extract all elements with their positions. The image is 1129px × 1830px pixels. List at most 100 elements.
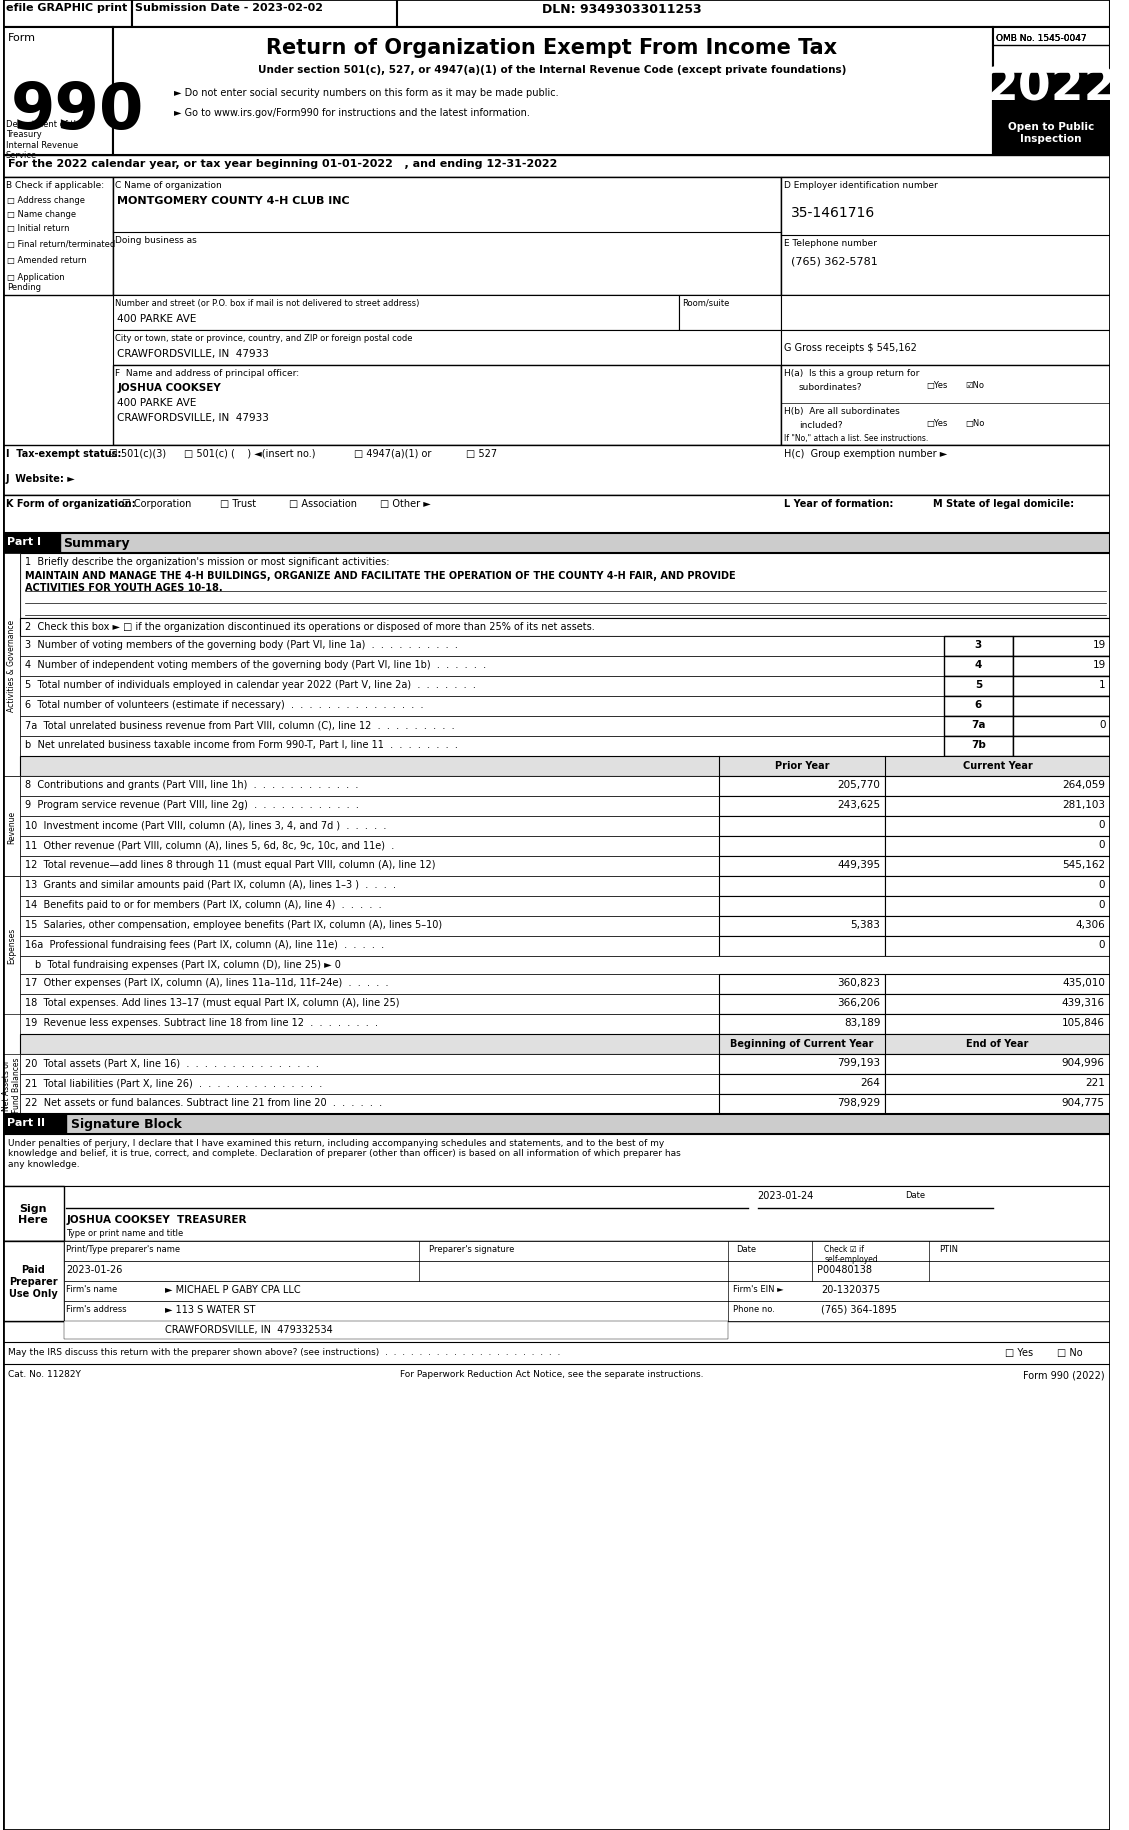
Text: OMB No. 1545-0047: OMB No. 1545-0047: [996, 35, 1086, 42]
Bar: [20, 856, 718, 877]
Text: G Gross receipts $ 545,162: G Gross receipts $ 545,162: [785, 342, 917, 353]
Bar: [63, 1301, 1110, 1321]
Bar: [718, 897, 885, 917]
Bar: [132, 0, 397, 27]
Text: 5: 5: [974, 679, 982, 690]
Text: 11  Other revenue (Part VIII, column (A), lines 5, 6d, 8c, 9c, 10c, and 11e)  .: 11 Other revenue (Part VIII, column (A),…: [25, 840, 394, 849]
Text: 0: 0: [1099, 939, 1105, 950]
Text: Prior Year: Prior Year: [774, 761, 829, 770]
Bar: [885, 1074, 1110, 1094]
Text: efile GRAPHIC print: efile GRAPHIC print: [6, 4, 126, 13]
Text: 2  Check this box ► □ if the organization discontinued its operations or dispose: 2 Check this box ► □ if the organization…: [25, 622, 595, 631]
Bar: [20, 637, 944, 657]
Text: Submission Date - 2023-02-02: Submission Date - 2023-02-02: [135, 4, 323, 13]
Text: Activities & Governance: Activities & Governance: [7, 619, 16, 712]
Text: MONTGOMERY COUNTY 4-H CLUB INC: MONTGOMERY COUNTY 4-H CLUB INC: [117, 196, 350, 207]
Text: 4  Number of independent voting members of the governing body (Part VI, line 1b): 4 Number of independent voting members o…: [25, 659, 487, 670]
Text: □Yes: □Yes: [927, 381, 947, 390]
Text: Revenue: Revenue: [7, 811, 16, 844]
Bar: [20, 897, 718, 917]
Text: 5,383: 5,383: [850, 919, 881, 930]
Text: (765) 364-1895: (765) 364-1895: [822, 1305, 898, 1314]
Text: 4: 4: [974, 659, 982, 670]
Bar: [718, 816, 885, 836]
Bar: [718, 1054, 885, 1074]
Bar: [113, 296, 680, 331]
Text: Firm's EIN ►: Firm's EIN ►: [733, 1285, 784, 1294]
Bar: [2, 0, 132, 27]
Text: □ 527: □ 527: [465, 448, 497, 459]
Text: 799,193: 799,193: [838, 1058, 881, 1067]
Text: 221: 221: [1085, 1078, 1105, 1087]
Text: Check ☑ if
self-employed: Check ☑ if self-employed: [824, 1244, 878, 1265]
Text: Summary: Summary: [63, 536, 130, 549]
Text: JOSHUA COOKSEY: JOSHUA COOKSEY: [117, 382, 221, 393]
Text: F  Name and address of principal officer:: F Name and address of principal officer:: [115, 370, 299, 377]
Text: J  Website: ►: J Website: ►: [6, 474, 76, 483]
Text: 439,316: 439,316: [1061, 997, 1105, 1008]
Bar: [885, 1054, 1110, 1074]
Bar: [2, 554, 20, 776]
Text: 83,189: 83,189: [843, 1017, 881, 1027]
Bar: [885, 937, 1110, 957]
Bar: [885, 796, 1110, 816]
Text: Sign
Here: Sign Here: [18, 1202, 49, 1224]
Bar: [20, 697, 944, 717]
Bar: [20, 756, 1110, 776]
Bar: [1013, 637, 1110, 657]
Text: P00480138: P00480138: [816, 1265, 872, 1274]
Text: Firm's address: Firm's address: [67, 1305, 128, 1314]
Text: Expenses: Expenses: [7, 928, 16, 964]
Bar: [20, 994, 718, 1014]
Text: Under section 501(c), 527, or 4947(a)(1) of the Internal Revenue Code (except pr: Under section 501(c), 527, or 4947(a)(1)…: [257, 64, 846, 75]
Text: □ No: □ No: [1057, 1347, 1083, 1358]
Text: C Name of organization: C Name of organization: [115, 181, 222, 190]
Bar: [20, 1034, 1110, 1054]
Text: 16a  Professional fundraising fees (Part IX, column (A), line 11e)  .  .  .  .  : 16a Professional fundraising fees (Part …: [25, 939, 384, 950]
Bar: [2, 534, 60, 554]
Text: □ 501(c) (    ) ◄(insert no.): □ 501(c) ( ) ◄(insert no.): [184, 448, 316, 459]
Text: Department of the
Treasury
Internal Revenue
Service: Department of the Treasury Internal Reve…: [6, 121, 84, 159]
Text: Doing business as: Doing business as: [115, 236, 198, 245]
Bar: [718, 937, 885, 957]
Text: H(c)  Group exemption number ►: H(c) Group exemption number ►: [785, 448, 947, 459]
Bar: [20, 1074, 718, 1094]
Text: Form 990 (2022): Form 990 (2022): [1023, 1369, 1105, 1380]
Bar: [885, 856, 1110, 877]
Text: Part I: Part I: [7, 536, 41, 547]
Text: 8  Contributions and grants (Part VIII, line 1h)  .  .  .  .  .  .  .  .  .  .  : 8 Contributions and grants (Part VIII, l…: [25, 780, 359, 789]
Bar: [718, 877, 885, 897]
Text: Cat. No. 11282Y: Cat. No. 11282Y: [8, 1369, 80, 1378]
Text: □ Association: □ Association: [289, 500, 357, 509]
Bar: [2, 877, 20, 1014]
Text: □ Application
Pending: □ Application Pending: [7, 273, 64, 293]
Text: 0: 0: [1099, 900, 1105, 910]
Text: 2022: 2022: [986, 66, 1117, 110]
Bar: [944, 717, 1013, 737]
Text: 13  Grants and similar amounts paid (Part IX, column (A), lines 1–3 )  .  .  .  : 13 Grants and similar amounts paid (Part…: [25, 880, 396, 889]
Bar: [20, 917, 718, 937]
Bar: [20, 816, 718, 836]
Text: 3  Number of voting members of the governing body (Part VI, line 1a)  .  .  .  .: 3 Number of voting members of the govern…: [25, 640, 458, 650]
Text: 435,010: 435,010: [1062, 977, 1105, 988]
Text: For the 2022 calendar year, or tax year beginning 01-01-2022   , and ending 12-3: For the 2022 calendar year, or tax year …: [8, 159, 557, 168]
Bar: [885, 877, 1110, 897]
Text: Phone no.: Phone no.: [733, 1305, 776, 1314]
Text: D Employer identification number: D Employer identification number: [785, 181, 938, 190]
Text: □ Final return/terminated: □ Final return/terminated: [7, 240, 115, 249]
Text: 7a  Total unrelated business revenue from Part VIII, column (C), line 12  .  .  : 7a Total unrelated business revenue from…: [25, 719, 455, 730]
Text: b  Total fundraising expenses (Part IX, column (D), line 25) ► 0: b Total fundraising expenses (Part IX, c…: [35, 959, 341, 970]
Text: DLN: 93493033011253: DLN: 93493033011253: [542, 4, 701, 16]
Bar: [885, 776, 1110, 796]
Text: 20-1320375: 20-1320375: [822, 1285, 881, 1294]
Bar: [2, 1241, 63, 1321]
Text: □ Amended return: □ Amended return: [7, 256, 86, 265]
Bar: [944, 657, 1013, 677]
Text: ☑ 501(c)(3): ☑ 501(c)(3): [108, 448, 166, 459]
Bar: [2, 0, 1110, 27]
Text: Paid
Preparer
Use Only: Paid Preparer Use Only: [9, 1265, 58, 1297]
Bar: [2, 178, 113, 296]
Text: 12  Total revenue—add lines 8 through 11 (must equal Part VIII, column (A), line: 12 Total revenue—add lines 8 through 11 …: [25, 860, 436, 869]
Text: (765) 362-5781: (765) 362-5781: [791, 256, 878, 265]
Text: Date: Date: [904, 1190, 925, 1199]
